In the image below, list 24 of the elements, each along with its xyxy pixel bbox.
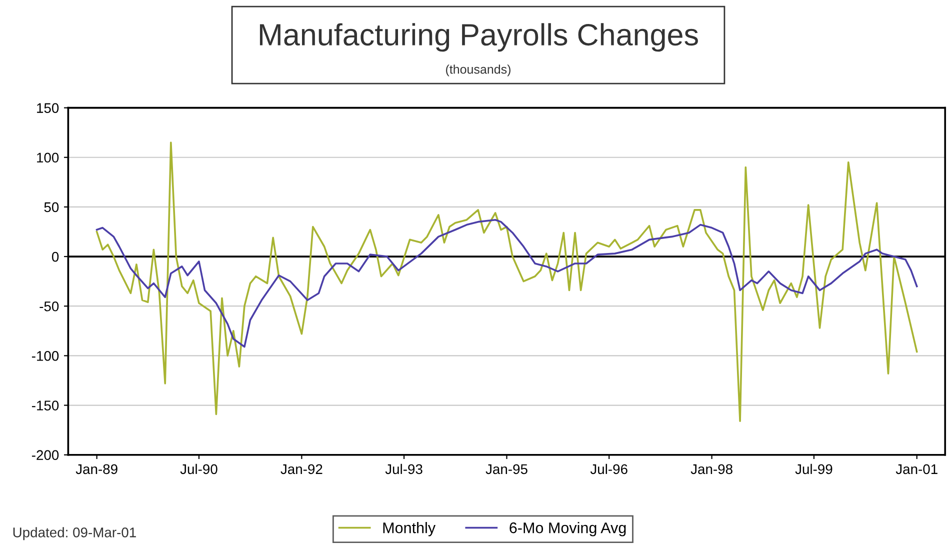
- x-tick-label: Jul-96: [590, 464, 628, 474]
- x-tick-label: Jan-98: [690, 464, 732, 474]
- chart-subtitle: (thousands): [446, 64, 510, 76]
- y-tick-label: 0: [52, 252, 59, 262]
- legend-label: Monthly: [383, 522, 436, 536]
- y-tick-label: -150: [32, 400, 59, 410]
- y-tick-label: -200: [32, 450, 59, 460]
- x-tick-label: Jul-99: [795, 464, 832, 474]
- x-tick-label: Jan-01: [896, 464, 938, 474]
- line-series: [96, 218, 918, 348]
- y-tick-label: 150: [37, 103, 59, 113]
- x-tick-label: Jan-92: [280, 464, 322, 474]
- y-tick-label: -100: [32, 351, 59, 361]
- x-tick-label: Jul-93: [385, 464, 422, 474]
- y-tick-label: 50: [44, 202, 59, 212]
- chart-title: Manufacturing Payrolls Changes: [260, 23, 698, 52]
- text: Updated: 09-Mar-01: [13, 527, 136, 540]
- x-tick-label: Jan-89: [76, 464, 118, 474]
- x-tick-label: Jan-95: [486, 464, 528, 474]
- legend-label: 6-Mo Moving Avg: [510, 522, 626, 536]
- y-tick-label: -50: [40, 301, 59, 312]
- y-tick-label: 100: [37, 152, 59, 163]
- line-series: [96, 142, 918, 422]
- x-tick-label: Jul-90: [180, 464, 218, 474]
